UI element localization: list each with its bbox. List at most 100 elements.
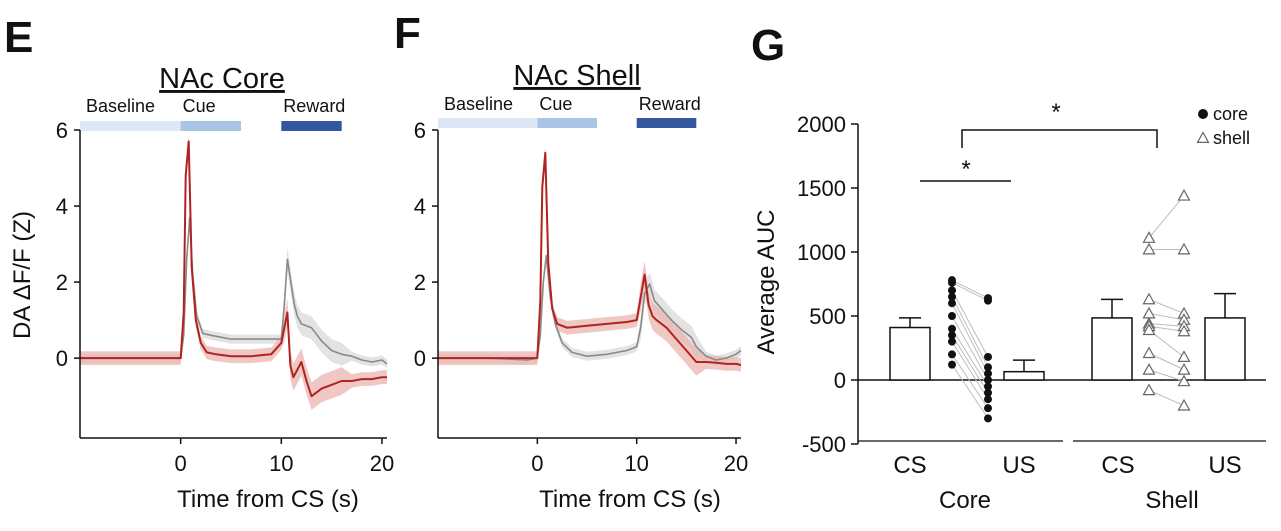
point-cs bbox=[1142, 383, 1156, 396]
epoch-bar-reward bbox=[281, 121, 342, 131]
point-us bbox=[984, 395, 992, 404]
point-cs bbox=[1142, 323, 1156, 336]
y-tick-label: 0 bbox=[414, 346, 426, 371]
y-tick-label: 1500 bbox=[797, 176, 846, 201]
point-cs bbox=[948, 299, 956, 308]
point-us bbox=[984, 296, 992, 305]
point-cs bbox=[948, 292, 956, 301]
pair-line bbox=[951, 341, 989, 400]
trace-line-1 bbox=[80, 140, 387, 398]
epoch-label-baseline: Baseline bbox=[444, 94, 513, 114]
epoch-bar-baseline bbox=[438, 118, 538, 128]
y-tick-label: 6 bbox=[56, 118, 68, 143]
trace-lines-shell bbox=[438, 151, 742, 366]
point-us bbox=[1177, 242, 1191, 255]
bars-auc bbox=[889, 292, 1246, 381]
trace-line-1 bbox=[438, 151, 742, 366]
point-us bbox=[984, 363, 992, 372]
x-tick-label: 10 bbox=[624, 451, 648, 476]
y-tick-label: 500 bbox=[809, 304, 846, 329]
chart-title-core: NAc Core bbox=[159, 63, 285, 95]
x-tick-label: 10 bbox=[269, 451, 293, 476]
significance-brackets: ** bbox=[920, 99, 1158, 183]
point-us bbox=[984, 376, 992, 384]
epoch-label-reward: Reward bbox=[283, 96, 345, 116]
point-cs bbox=[948, 350, 956, 359]
point-us bbox=[984, 404, 992, 413]
sem-bands-shell bbox=[438, 146, 741, 376]
legend-label-core: core bbox=[1213, 104, 1248, 124]
pair-line bbox=[951, 328, 989, 387]
pair-line bbox=[1148, 352, 1185, 371]
category-label: US bbox=[1002, 452, 1035, 479]
bar-shell-cs bbox=[1091, 317, 1133, 381]
point-cs bbox=[1142, 242, 1156, 255]
pair-line bbox=[1148, 389, 1185, 407]
point-cs bbox=[948, 286, 956, 295]
y-tick-label: 4 bbox=[414, 194, 426, 219]
epoch-label-cue: Cue bbox=[183, 96, 216, 116]
category-label: CS bbox=[1101, 452, 1134, 479]
point-us bbox=[984, 382, 992, 391]
y-tick-label: 6 bbox=[414, 118, 426, 143]
point-us bbox=[1177, 350, 1191, 362]
panel-letter-g: G bbox=[751, 21, 785, 70]
pair-line bbox=[951, 296, 989, 368]
point-cs bbox=[1142, 292, 1156, 305]
point-cs bbox=[1142, 231, 1156, 243]
category-label: US bbox=[1208, 452, 1241, 479]
sig-bracket-cs bbox=[961, 129, 1158, 148]
axes-core: 0 2 4 6 0 10 20 bbox=[56, 118, 394, 476]
axes-shell: 0 2 4 6 0 10 20 bbox=[414, 118, 749, 476]
epoch-bar-baseline bbox=[80, 121, 181, 131]
point-us bbox=[1177, 188, 1191, 201]
point-cs bbox=[948, 337, 956, 346]
sem-band-0 bbox=[80, 212, 387, 369]
epoch-label-reward: Reward bbox=[639, 94, 701, 114]
legend: core shell bbox=[1196, 104, 1250, 148]
point-cs bbox=[948, 278, 956, 287]
pair-line bbox=[1148, 195, 1185, 239]
category-label: CS bbox=[893, 452, 926, 479]
pair-line bbox=[1148, 323, 1185, 327]
point-us bbox=[984, 388, 992, 397]
y-tick-label: -500 bbox=[802, 432, 846, 457]
sem-band-1 bbox=[80, 134, 387, 410]
x-axis-label-shell: Time from CS (s) bbox=[539, 486, 721, 513]
bar-core-us bbox=[1003, 370, 1045, 381]
epoch-label-cue: Cue bbox=[539, 94, 572, 114]
y-axis-label-auc: Average AUC bbox=[753, 210, 780, 355]
trace-lines-core bbox=[80, 140, 388, 398]
x-tick-label: 0 bbox=[531, 451, 543, 476]
point-us bbox=[984, 369, 992, 378]
pair-line bbox=[1148, 298, 1185, 314]
sem-band-1 bbox=[438, 146, 741, 376]
point-us bbox=[984, 414, 992, 423]
point-us bbox=[984, 352, 992, 361]
group-label-core: Core bbox=[939, 487, 991, 514]
y-tick-label: 2 bbox=[414, 270, 426, 295]
y-tick-label: 0 bbox=[56, 346, 68, 371]
sig-star-cs: * bbox=[1051, 99, 1060, 126]
epoch-bars-shell: Baseline Cue Reward bbox=[438, 94, 701, 128]
pair-line bbox=[951, 315, 989, 381]
legend-marker-core bbox=[1198, 109, 1208, 119]
pair-line bbox=[951, 302, 989, 374]
trace-line-0 bbox=[80, 216, 388, 365]
legend-label-shell: shell bbox=[1213, 128, 1250, 148]
panel-letter-f: F bbox=[394, 9, 421, 58]
pair-line bbox=[951, 279, 989, 299]
y-tick-label: 0 bbox=[834, 368, 846, 393]
epoch-bars-core: Baseline Cue Reward bbox=[80, 96, 345, 131]
pair-line bbox=[951, 334, 989, 394]
panel-e: E NAc Core Baseline Cue Reward 0 2 4 6 0 10 20 T… bbox=[4, 13, 394, 513]
y-tick-label: 1000 bbox=[797, 240, 846, 265]
pair-line bbox=[951, 282, 989, 302]
y-axis-label-core: DA ΔF/F (Z) bbox=[9, 211, 36, 339]
sig-star-core: * bbox=[961, 156, 970, 183]
sem-bands-core bbox=[80, 134, 387, 410]
point-cs bbox=[948, 360, 956, 369]
point-us bbox=[1177, 324, 1191, 337]
